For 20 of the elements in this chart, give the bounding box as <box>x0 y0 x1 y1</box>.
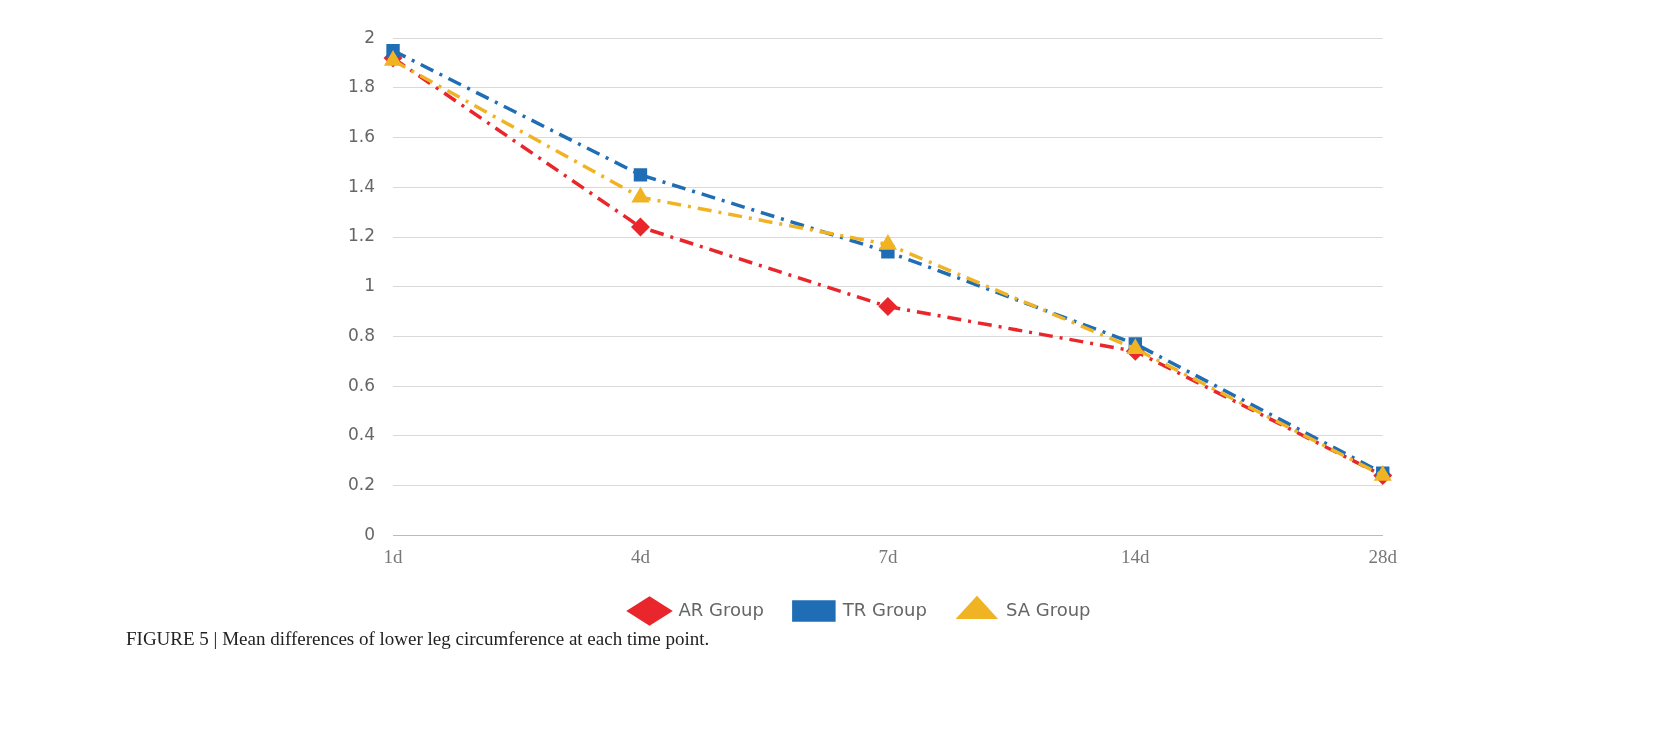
y-tick-label: 1 <box>364 275 376 296</box>
y-tick-label: 1.8 <box>347 76 376 97</box>
x-tick-label: 28d <box>1368 545 1398 567</box>
y-tick-label: 0.4 <box>347 424 376 445</box>
x-tick-label: 14d <box>1121 545 1151 567</box>
x-tick-label: 4d <box>630 545 651 567</box>
legend-label: AR Group <box>678 598 764 620</box>
y-tick-label: 0 <box>364 523 376 544</box>
x-tick-label: 1d <box>383 545 404 567</box>
legend-label: TR Group <box>841 598 927 620</box>
y-tick-label: 0.8 <box>347 324 376 345</box>
y-tick-label: 1.2 <box>347 225 376 246</box>
y-tick-label: 1.6 <box>347 126 376 147</box>
y-tick-label: 0.6 <box>347 374 376 395</box>
x-tick-label: 7d <box>878 545 898 567</box>
y-tick-label: 1.4 <box>347 175 376 196</box>
y-tick-label: 2 <box>364 26 376 47</box>
caption: FIGURE 5 | Mean differences of lower leg circumference at each time point. <box>126 628 710 650</box>
legend-label: SA Group <box>1005 598 1091 620</box>
y-tick-label: 0.2 <box>347 473 376 494</box>
